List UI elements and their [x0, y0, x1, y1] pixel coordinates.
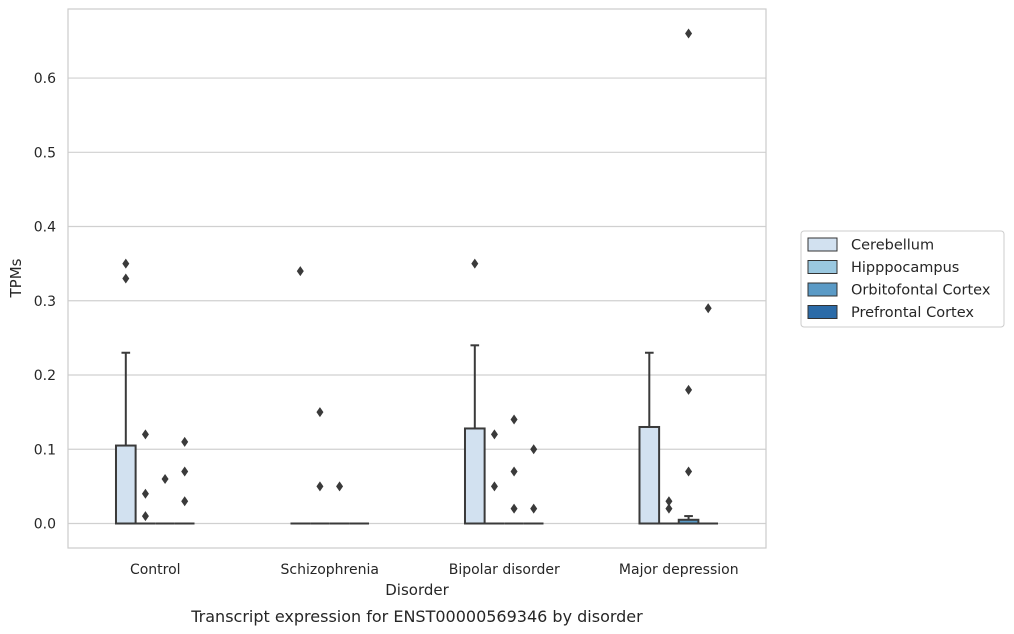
y-tick-label: 0.0	[34, 517, 56, 533]
legend-swatch	[807, 305, 838, 319]
outlier-point	[471, 258, 479, 269]
y-tick-label: 0.6	[34, 71, 56, 87]
outlier-point	[530, 444, 538, 455]
outlier-point	[510, 414, 518, 425]
y-tick-label: 0.1	[34, 442, 56, 458]
outlier-points	[122, 28, 712, 522]
figure-caption: Transcript expression for ENST0000056934…	[190, 607, 643, 626]
outlier-point	[665, 503, 673, 514]
x-tick-label: Control	[130, 562, 181, 578]
gridlines	[68, 77, 766, 525]
x-tick-label: Schizophrenia	[281, 562, 379, 578]
outlier-point	[665, 496, 673, 507]
outlier-point	[181, 436, 189, 447]
x-axis-label: Disorder	[385, 581, 449, 599]
box-2-3	[677, 515, 700, 525]
outlier-point	[181, 466, 189, 477]
outlier-point	[336, 481, 344, 492]
outlier-point	[704, 303, 712, 314]
outlier-point	[141, 488, 149, 499]
outlier-point	[296, 266, 304, 277]
box-body	[463, 427, 486, 525]
box-groups	[114, 344, 719, 525]
outlier-point	[685, 466, 693, 477]
outlier-point	[181, 496, 189, 507]
outlier-point	[490, 481, 498, 492]
legend-label: Prefrontal Cortex	[851, 305, 974, 321]
outlier-point	[316, 481, 324, 492]
y-axis-label: TPMs	[7, 258, 25, 298]
outlier-point	[530, 503, 538, 514]
x-tick-label: Major depression	[619, 562, 739, 578]
plot-background	[68, 9, 766, 548]
box-0-3	[638, 351, 661, 525]
y-tick-label: 0.2	[34, 368, 56, 384]
y-tick-label: 0.3	[34, 294, 56, 310]
outlier-point	[122, 258, 130, 269]
legend-swatch	[807, 260, 838, 274]
x-tick-label: Bipolar disorder	[449, 562, 560, 578]
outlier-point	[141, 511, 149, 522]
outlier-point	[141, 429, 149, 440]
outlier-point	[490, 429, 498, 440]
y-tick-label: 0.4	[34, 220, 56, 236]
box-body	[114, 444, 137, 525]
legend-label: Hipppocampus	[851, 260, 959, 276]
box-body	[638, 425, 661, 525]
y-tick-labels: 0.0 0.1 0.2 0.3 0.4 0.5 0.6	[34, 71, 56, 532]
outlier-point	[510, 503, 518, 514]
outlier-point	[685, 28, 693, 39]
outlier-point	[122, 273, 130, 284]
outlier-point	[161, 473, 169, 484]
legend: Cerebellum Hipppocampus Orbitofontal Corte…	[800, 230, 1005, 328]
legend-label: Cerebellum	[851, 238, 934, 254]
legend-swatch	[807, 282, 838, 297]
box-0-0	[114, 351, 137, 525]
y-tick-label: 0.5	[34, 145, 56, 161]
outlier-point	[685, 384, 693, 395]
outlier-point	[510, 466, 518, 477]
legend-frame	[800, 230, 1005, 328]
outlier-point	[316, 407, 324, 418]
x-tick-labels: Control Schizophrenia Bipolar disorder Majo…	[130, 562, 739, 578]
legend-swatch	[807, 237, 838, 252]
plot-frame	[67, 8, 767, 549]
box-0-2	[463, 344, 486, 525]
legend-label: Orbitofontal Cortex	[851, 283, 991, 299]
